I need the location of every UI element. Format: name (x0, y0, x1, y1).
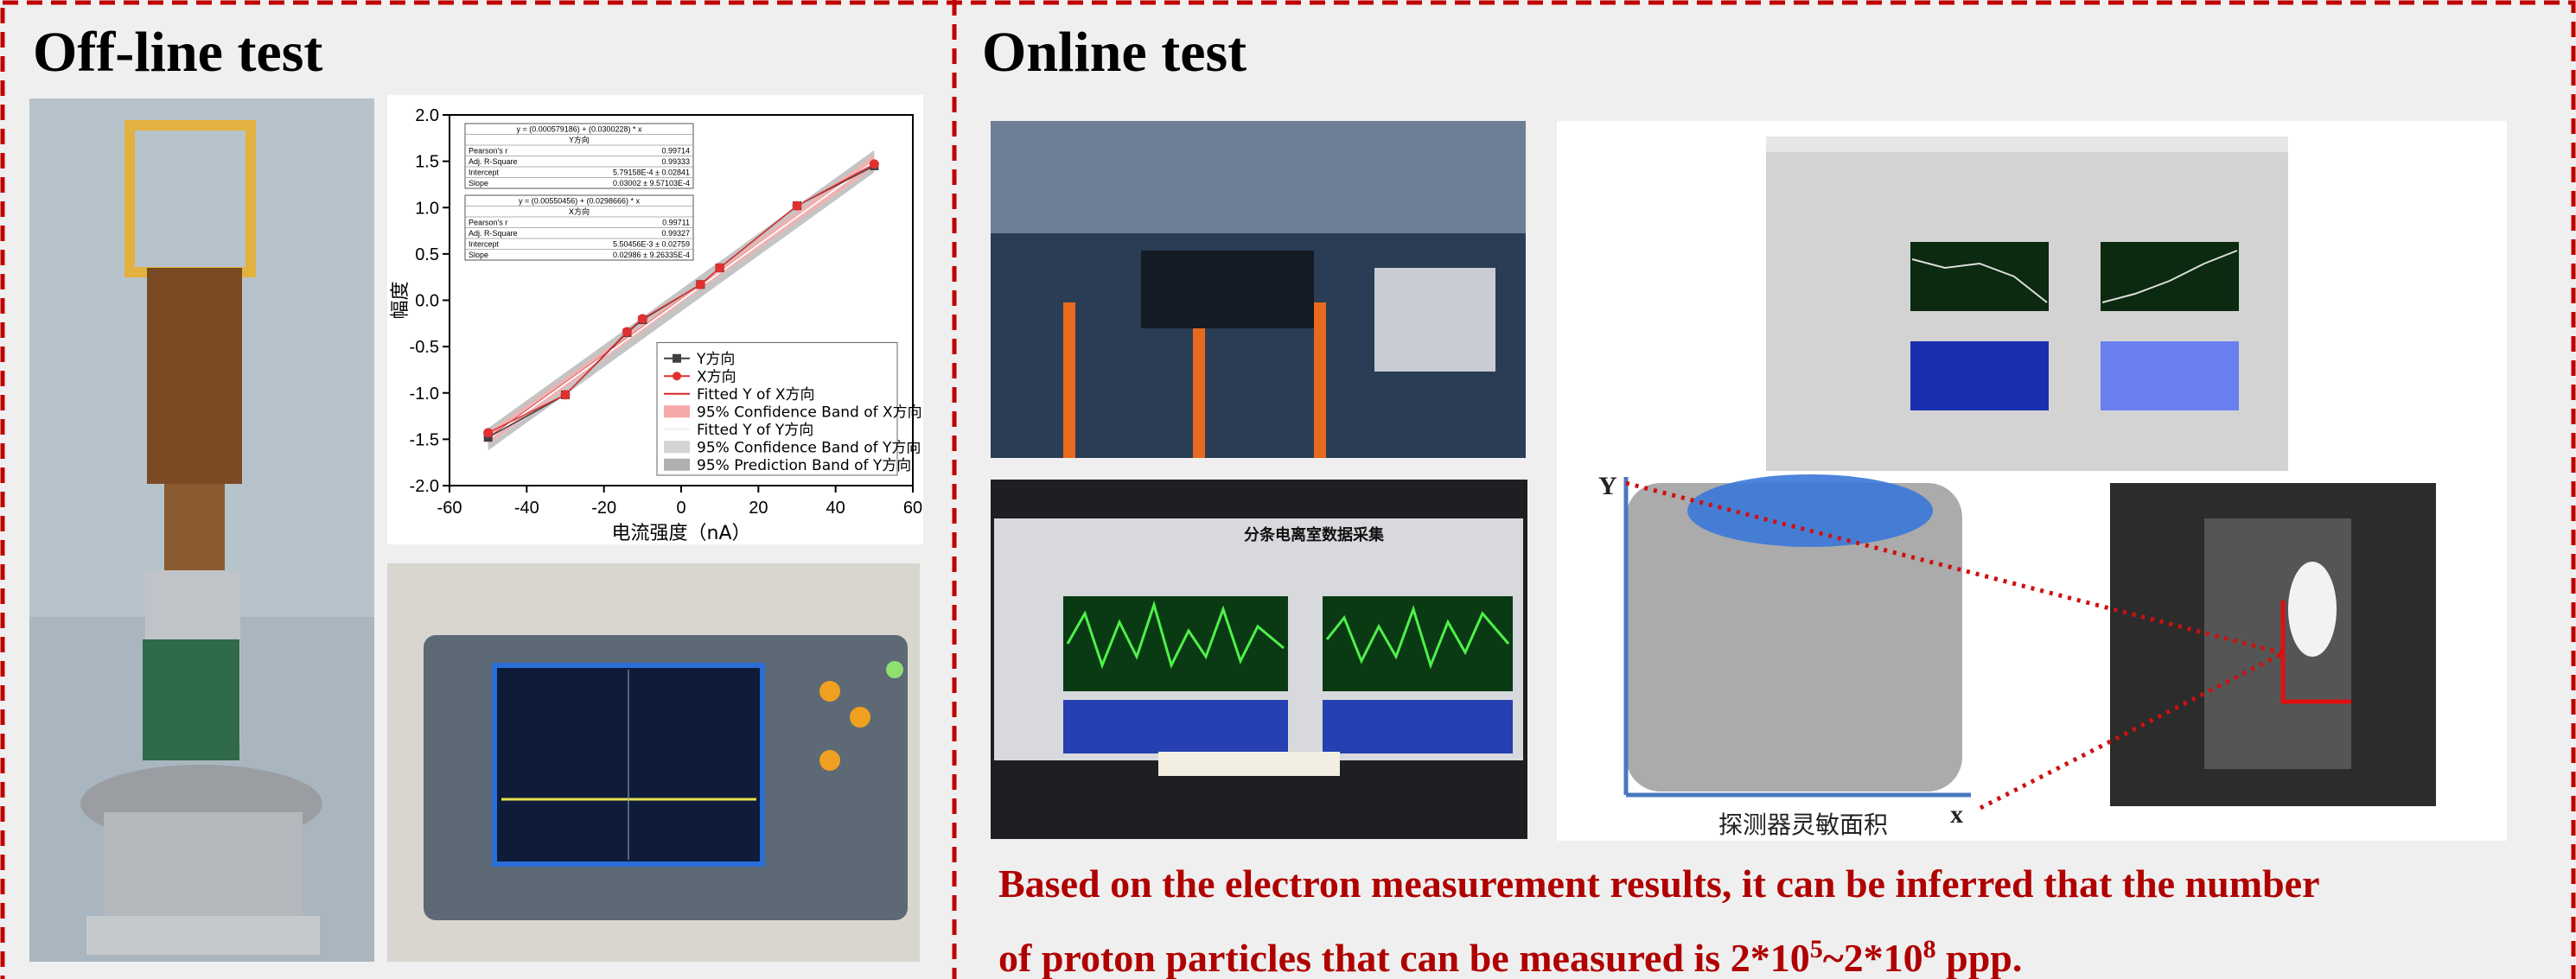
legend-label: 95% Prediction Band of Y方向 (697, 457, 911, 474)
caption-text: ppp. (1936, 936, 2023, 979)
x-tick-label: -60 (437, 499, 462, 518)
caption-sup: 5 (1810, 935, 1823, 963)
y-tick-label: -1.5 (410, 430, 439, 449)
stats-value: 0.99327 (661, 229, 690, 238)
y-tick-label: -1.0 (410, 385, 439, 404)
detector-photo (29, 99, 374, 962)
y-axis-label: 幅度 (390, 281, 411, 319)
stats-label: Intercept (469, 240, 500, 249)
legend-swatch (664, 441, 690, 453)
stats-value: 0.99711 (662, 219, 690, 227)
legend-label: Fitted Y of X方向 (697, 386, 814, 404)
data-point (793, 201, 802, 211)
data-point (561, 390, 571, 399)
monitor-title: 分条电离室数据采集 (1244, 525, 1385, 544)
y-tick-label: 2.0 (415, 106, 439, 125)
y-tick-label: 0.0 (415, 292, 439, 311)
x-tick-label: 60 (903, 499, 922, 518)
stats-equation: y = (0.00550456) + (0.0298666) * x (519, 197, 641, 206)
x-axis-label: 电流强度（nA） (612, 523, 751, 544)
data-point (715, 263, 724, 272)
camera-spot (2288, 562, 2337, 657)
stats-value: 5.79158E-4 ± 0.02841 (613, 168, 690, 177)
x-tick-label: 20 (749, 499, 768, 518)
oscilloscope-photo (387, 563, 920, 962)
legend-label: 95% Confidence Band of Y方向 (697, 439, 921, 456)
x-tick-label: 0 (676, 499, 685, 518)
stats-title: X方向 (569, 207, 590, 217)
stats-label: Adj. R-Square (469, 229, 518, 238)
legend-label: X方向 (697, 368, 736, 385)
diagram-y-label: Y (1598, 472, 1617, 500)
legend-swatch (664, 405, 690, 417)
caption-sup: 8 (1923, 935, 1936, 963)
legend-swatch (673, 372, 681, 380)
stats-label: Adj. R-Square (469, 157, 518, 166)
x-tick-label: -20 (591, 499, 616, 518)
stats-equation: y = (0.000579186) + (0.0300228) * x (516, 125, 642, 134)
y-tick-label: 1.0 (415, 199, 439, 218)
stats-title: Y方向 (568, 135, 590, 145)
legend-label: 95% Confidence Band of X方向 (697, 404, 922, 421)
x-tick-label: 40 (826, 499, 845, 518)
legend-swatch (664, 459, 690, 471)
diagram-x-label: x (1950, 800, 1963, 829)
data-point (870, 159, 879, 168)
poster: Off-line test Online test 分条电离室数据采集 Y x … (0, 0, 2576, 979)
left-title: Off-line test (33, 21, 322, 84)
legend-label: Fitted Y of Y方向 (697, 422, 813, 439)
caption-text: ~2*10 (1823, 936, 1923, 979)
data-point (638, 314, 647, 323)
y-tick-label: 1.5 (415, 153, 439, 172)
beam-spot (1687, 474, 1933, 547)
camera-detail (2204, 518, 2351, 769)
y-tick-label: -0.5 (410, 338, 439, 357)
stats-label: Intercept (469, 168, 500, 177)
data-point (483, 428, 493, 437)
stats-label: Slope (469, 179, 488, 188)
diagram-area-label: 探测器灵敏面积 (1718, 811, 1888, 839)
stats-label: Pearson's r (469, 219, 507, 227)
chart: -60 -40 -20 0 20 40 60 -2.0 -1.5 -1.0 -0.5 0.0 0.5 1.… (387, 95, 923, 544)
labview-screenshot (1766, 137, 2288, 471)
page: Off-line test Online test 分条电离室数据采集 Y x … (0, 0, 2576, 979)
y-tick-label: 0.5 (415, 245, 439, 264)
caption-line: Based on the electron measurement result… (998, 861, 2320, 906)
right-title: Online test (982, 21, 1247, 84)
x-tick-label: -40 (514, 499, 539, 518)
caption-text: of proton particles that can be measured… (998, 936, 1810, 979)
data-point (696, 280, 705, 289)
stats-value: 0.02986 ± 9.26335E-4 (613, 251, 690, 259)
caption-line: of proton particles that can be measured… (998, 935, 2022, 979)
stats-value: 5.50456E-3 ± 0.02759 (613, 240, 690, 249)
stats-value: 0.03002 ± 9.57103E-4 (613, 179, 690, 188)
lab-photo (991, 121, 1526, 458)
stats-value: 0.99333 (661, 157, 690, 166)
legend-label: Y方向 (696, 351, 735, 368)
stats-label: Slope (469, 251, 488, 259)
data-point (622, 327, 632, 336)
legend-swatch (673, 354, 681, 363)
y-tick-label: -2.0 (410, 477, 439, 496)
stats-value: 0.99714 (661, 147, 690, 156)
stats-label: Pearson's r (469, 147, 507, 156)
